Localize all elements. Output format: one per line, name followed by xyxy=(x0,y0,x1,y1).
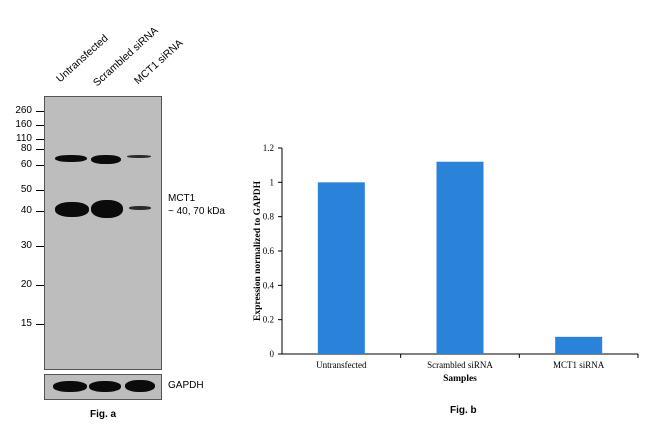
mw-marker-110: 110 xyxy=(16,133,32,144)
band-40kda-untransfected xyxy=(55,202,89,217)
mw-marker-50: 50 xyxy=(20,184,32,195)
x-axis-label: Samples xyxy=(443,374,477,384)
x-ticks: Untransfected Scrambled siRNA MCT1 siRNA xyxy=(316,354,639,370)
y-tick-label-5: 1 xyxy=(270,177,275,187)
mw-marker-20: 20 xyxy=(20,279,32,290)
mw-marker-40: 40 xyxy=(20,205,32,216)
target-label-kda: ~ 40, 70 kDa xyxy=(168,206,225,217)
y-ticks: 0 0.2 0.4 0.6 0.8 1 1.2 xyxy=(263,143,282,359)
band-gapdh-scrambled xyxy=(89,381,121,392)
mw-tick-80 xyxy=(36,149,44,150)
mw-marker-260: 260 xyxy=(15,105,32,116)
x-tick-label-1: Scrambled siRNA xyxy=(427,360,493,370)
mw-marker-30: 30 xyxy=(20,240,32,251)
band-70kda-scrambled xyxy=(91,155,121,164)
mw-tick-40 xyxy=(36,211,44,212)
mw-marker-160: 160 xyxy=(15,119,32,130)
mw-tick-110 xyxy=(36,139,44,140)
figure-label-a: Fig. a xyxy=(90,409,117,420)
y-tick-label-3: 0.6 xyxy=(263,246,275,256)
mw-tick-160 xyxy=(36,125,44,126)
y-tick-label-1: 0.2 xyxy=(263,315,274,325)
target-label-mct1: MCT1 xyxy=(168,193,196,204)
y-tick-label-2: 0.4 xyxy=(263,280,275,290)
y-axis-label: Expression normalized to GAPDH xyxy=(253,180,263,321)
band-40kda-scrambled xyxy=(91,200,123,218)
band-gapdh-untransfected xyxy=(53,381,87,392)
bar-2 xyxy=(555,336,603,354)
bars xyxy=(317,161,603,354)
bar-1 xyxy=(436,161,484,354)
main-blot xyxy=(44,96,162,370)
mw-tick-15 xyxy=(36,324,44,325)
mw-tick-260 xyxy=(36,111,44,112)
mw-marker-60: 60 xyxy=(20,159,32,170)
mw-tick-50 xyxy=(36,190,44,191)
band-70kda-mct1-sirna xyxy=(127,155,151,158)
band-70kda-untransfected xyxy=(55,155,87,162)
bar-0 xyxy=(317,182,365,354)
y-tick-label-4: 0.8 xyxy=(263,212,275,222)
mw-tick-30 xyxy=(36,246,44,247)
loading-control-label: GAPDH xyxy=(168,380,204,391)
mw-marker-15: 15 xyxy=(20,318,32,329)
mw-tick-20 xyxy=(36,285,44,286)
gapdh-blot xyxy=(44,374,162,400)
mw-tick-60 xyxy=(36,165,44,166)
band-gapdh-mct1-sirna xyxy=(125,380,155,392)
x-tick-label-0: Untransfected xyxy=(316,360,367,370)
y-tick-label-0: 0 xyxy=(270,349,275,359)
y-tick-label-6: 1.2 xyxy=(263,143,274,153)
band-40kda-mct1-sirna xyxy=(129,206,151,210)
mw-marker-80: 80 xyxy=(20,143,32,154)
x-tick-label-2: MCT1 siRNA xyxy=(553,360,605,370)
figure-label-b: Fig. b xyxy=(450,405,477,416)
